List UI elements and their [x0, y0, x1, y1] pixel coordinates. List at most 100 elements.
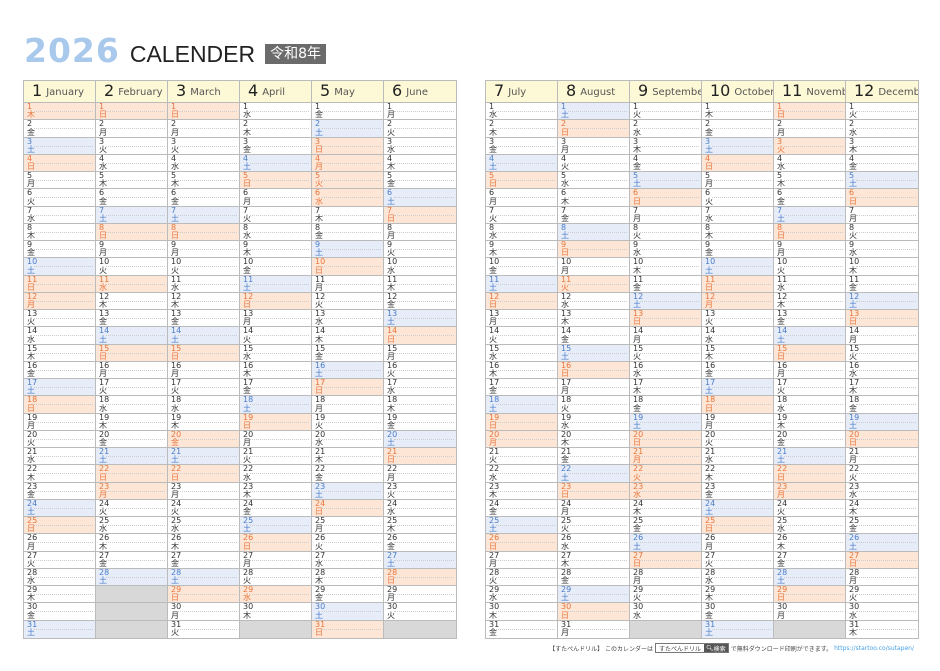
day-number: 16 [387, 360, 398, 370]
day-number: 28 [561, 567, 572, 577]
footer-url-link[interactable]: https://startoo.co/sutapen/ [834, 644, 914, 652]
weekday-label: 火 [777, 386, 785, 396]
day-cell: 10 火 [168, 257, 239, 276]
day-number: 13 [489, 309, 500, 318]
day-cell: 29 木 [24, 585, 95, 604]
day-number: 1 [99, 102, 105, 111]
dotted-line [250, 197, 309, 199]
day-number: 26 [27, 533, 38, 543]
weekday-label: 火 [633, 351, 641, 361]
dotted-line [640, 404, 699, 406]
day-number: 6 [705, 188, 711, 198]
dotted-line [496, 525, 555, 526]
weekday-label: 月 [387, 110, 395, 120]
weekday-label: 火 [387, 127, 395, 137]
dotted-line [250, 594, 309, 595]
day-cell: 10 土 [702, 257, 773, 276]
day-number: 10 [849, 257, 860, 267]
weekday-label: 木 [705, 593, 713, 603]
dotted-line [640, 283, 699, 285]
day-number: 3 [561, 136, 567, 146]
day-number: 26 [315, 533, 326, 543]
weekday-label: 日 [489, 179, 497, 189]
day-number: 18 [489, 395, 500, 405]
dotted-line [712, 404, 771, 406]
month-name: August [580, 87, 616, 98]
day-number: 30 [243, 602, 254, 612]
weekday-label: 水 [489, 351, 497, 361]
month-column-march: 3 March 1 日 2 月 3 火 4 水 5 木 6 金 7 土 8 日 9 月 10 火 11 水 12 木 13 金 14 土 1… [168, 81, 240, 638]
day-number: 27 [27, 550, 38, 560]
weekday-label: 水 [243, 472, 251, 482]
dotted-line [712, 490, 771, 492]
day-number: 24 [99, 498, 110, 508]
day-cell: 14 火 [486, 326, 557, 345]
day-number: 7 [561, 205, 567, 215]
dotted-line [322, 162, 381, 164]
day-cell: 13 月 [486, 309, 557, 328]
dotted-line [250, 145, 309, 147]
day-number: 29 [243, 585, 254, 594]
day-number: 18 [777, 395, 788, 405]
dotted-line [856, 628, 916, 630]
dotted-line [34, 576, 93, 578]
day-number: 7 [777, 205, 783, 215]
weekday-label: 土 [171, 455, 179, 465]
day-number: 6 [99, 188, 105, 198]
weekday-label: 日 [99, 351, 107, 361]
weekday-label: 土 [561, 231, 569, 241]
dotted-line [106, 525, 165, 526]
day-cell: 27 月 [240, 551, 311, 569]
day-number: 2 [387, 119, 393, 129]
dotted-line [496, 507, 555, 509]
dotted-line [34, 628, 93, 630]
dotted-line [394, 352, 454, 354]
day-cell: 20 月 [486, 430, 557, 448]
day-number: 8 [561, 222, 567, 232]
day-cell: 16 木 [486, 361, 557, 379]
month-number: 1 [32, 81, 43, 100]
dotted-line [250, 404, 309, 406]
weekday-label: 木 [705, 472, 713, 482]
calendar-table-first-half: 1 January 1 木 2 金 3 土 4 日 5 月 6 火 7 水 8 木 9 金 10 土 11 日 12 月 13 火 14… [23, 80, 457, 639]
dotted-line [250, 559, 309, 561]
day-cell: 25 月 [312, 516, 383, 535]
day-cell: 22 水 [486, 464, 557, 483]
weekday-label: 土 [315, 248, 323, 258]
month-column-august: 8 August 1 土 2 日 3 月 4 火 5 水 6 木 7 金 8 土 9 日 10 月 11 火 12 水 13 木 14 金… [558, 81, 630, 638]
day-number: 4 [849, 153, 855, 163]
weekday-label: 金 [315, 231, 323, 241]
dotted-line [568, 145, 627, 147]
dotted-line [178, 249, 237, 250]
day-cell: 23 水 [630, 482, 701, 500]
day-cell: 19 火 [312, 413, 383, 431]
weekday-label: 火 [489, 576, 497, 586]
day-number: 2 [777, 119, 783, 129]
dotted-line [568, 490, 627, 492]
dotted-line [712, 318, 771, 319]
weekday-label: 木 [705, 231, 713, 241]
weekday-label: 土 [171, 334, 179, 344]
weekday-label: 土 [561, 110, 569, 120]
day-number: 26 [243, 533, 254, 543]
day-number: 11 [633, 274, 644, 284]
weekday-label: 月 [99, 127, 107, 137]
day-number: 17 [99, 378, 110, 387]
day-number: 2 [489, 119, 495, 129]
dotted-line [178, 145, 237, 147]
dotted-line [106, 507, 165, 509]
weekday-label: 日 [27, 162, 35, 172]
day-number: 1 [777, 102, 783, 111]
dotted-line [784, 318, 843, 319]
dotted-line [496, 490, 555, 492]
weekday-label: 日 [171, 231, 179, 241]
day-number: 20 [315, 429, 326, 439]
day-number: 19 [243, 412, 254, 422]
weekday-label: 月 [387, 351, 395, 361]
day-cell: 20 金 [96, 430, 167, 448]
